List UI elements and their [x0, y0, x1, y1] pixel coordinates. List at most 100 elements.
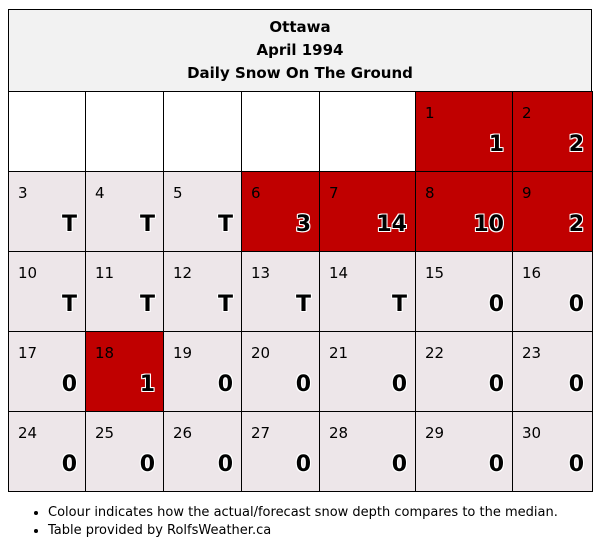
day-number: 13 — [251, 264, 271, 282]
calendar-grid: 1 1 2 2 3 T 4 T 5 T 6 3 7 14 8 10 9 2 10 T 11 T 12 T 13 T 14 T 15 0 16… — [8, 91, 593, 492]
day-number: 17 — [18, 344, 38, 362]
snow-depth-value: 0 — [568, 452, 584, 477]
day-cell: 11 T — [85, 251, 164, 332]
snow-depth-value: T — [217, 212, 233, 237]
snow-depth-value: T — [217, 292, 233, 317]
snow-depth-value: 0 — [61, 372, 77, 397]
day-cell: 18 1 — [85, 331, 164, 412]
empty-day-cell — [241, 91, 320, 172]
snow-depth-value: 14 — [376, 212, 407, 237]
snow-depth-value: 0 — [568, 372, 584, 397]
empty-day-cell — [85, 91, 164, 172]
snow-depth-value: 0 — [568, 292, 584, 317]
snow-depth-value: 0 — [295, 372, 311, 397]
snow-depth-value: 0 — [488, 452, 504, 477]
day-number: 25 — [95, 424, 115, 442]
day-number: 19 — [173, 344, 193, 362]
day-number: 29 — [425, 424, 445, 442]
day-number: 27 — [251, 424, 271, 442]
calendar-header: Ottawa April 1994 Daily Snow On The Grou… — [8, 9, 592, 91]
day-cell: 7 14 — [319, 171, 416, 252]
snow-depth-value: T — [61, 292, 77, 317]
day-cell: 15 0 — [415, 251, 513, 332]
day-number: 2 — [522, 104, 532, 122]
snow-depth-value: 0 — [217, 452, 233, 477]
empty-day-cell — [319, 91, 416, 172]
snow-depth-value: 0 — [295, 452, 311, 477]
empty-day-cell — [8, 91, 86, 172]
day-cell: 20 0 — [241, 331, 320, 412]
snow-depth-value: 0 — [61, 452, 77, 477]
snow-depth-value: 2 — [568, 132, 584, 157]
day-number: 21 — [329, 344, 349, 362]
snow-depth-value: 3 — [295, 212, 311, 237]
day-number: 14 — [329, 264, 349, 282]
day-cell: 8 10 — [415, 171, 513, 252]
empty-day-cell — [163, 91, 242, 172]
day-number: 28 — [329, 424, 349, 442]
day-cell: 21 0 — [319, 331, 416, 412]
day-number: 12 — [173, 264, 193, 282]
footnote-colour: Colour indicates how the actual/forecast… — [48, 504, 558, 522]
day-number: 16 — [522, 264, 542, 282]
day-number: 24 — [18, 424, 38, 442]
day-cell: 28 0 — [319, 411, 416, 492]
snow-depth-value: T — [61, 212, 77, 237]
day-cell: 27 0 — [241, 411, 320, 492]
footnotes: Colour indicates how the actual/forecast… — [30, 504, 558, 540]
day-number: 4 — [95, 184, 105, 202]
day-cell: 23 0 — [512, 331, 593, 412]
week-row: 17 0 18 1 19 0 20 0 21 0 22 0 23 0 — [8, 331, 593, 412]
day-cell: 14 T — [319, 251, 416, 332]
day-cell: 29 0 — [415, 411, 513, 492]
day-cell: 10 T — [8, 251, 86, 332]
day-number: 18 — [95, 344, 115, 362]
snow-depth-value: 1 — [488, 132, 504, 157]
snow-depth-value: T — [139, 212, 155, 237]
week-row: 10 T 11 T 12 T 13 T 14 T 15 0 16 0 — [8, 251, 593, 332]
snow-depth-value: 0 — [391, 452, 407, 477]
day-cell: 24 0 — [8, 411, 86, 492]
day-number: 11 — [95, 264, 115, 282]
day-number: 1 — [425, 104, 435, 122]
day-cell: 30 0 — [512, 411, 593, 492]
day-number: 8 — [425, 184, 435, 202]
snow-depth-value: 0 — [139, 452, 155, 477]
snow-depth-value: 2 — [568, 212, 584, 237]
snow-depth-value: 10 — [473, 212, 504, 237]
snow-depth-value: 0 — [391, 372, 407, 397]
calendar-container: Ottawa April 1994 Daily Snow On The Grou… — [8, 9, 593, 492]
day-number: 3 — [18, 184, 28, 202]
day-number: 30 — [522, 424, 542, 442]
day-number: 9 — [522, 184, 532, 202]
snow-depth-value: T — [295, 292, 311, 317]
day-cell: 22 0 — [415, 331, 513, 412]
day-number: 6 — [251, 184, 261, 202]
day-number: 10 — [18, 264, 38, 282]
snow-depth-value: T — [139, 292, 155, 317]
day-number: 22 — [425, 344, 445, 362]
day-cell: 17 0 — [8, 331, 86, 412]
day-cell: 25 0 — [85, 411, 164, 492]
day-cell: 26 0 — [163, 411, 242, 492]
city-title: Ottawa — [269, 18, 331, 36]
week-row: 3 T 4 T 5 T 6 3 7 14 8 10 9 2 — [8, 171, 593, 252]
snow-depth-value: 0 — [488, 372, 504, 397]
day-cell: 16 0 — [512, 251, 593, 332]
day-number: 26 — [173, 424, 193, 442]
subject-title: Daily Snow On The Ground — [187, 64, 413, 82]
day-number: 20 — [251, 344, 271, 362]
day-number: 15 — [425, 264, 445, 282]
day-number: 23 — [522, 344, 542, 362]
day-number: 7 — [329, 184, 339, 202]
day-cell: 19 0 — [163, 331, 242, 412]
snow-depth-value: 1 — [139, 372, 155, 397]
period-title: April 1994 — [256, 41, 344, 59]
day-cell: 13 T — [241, 251, 320, 332]
